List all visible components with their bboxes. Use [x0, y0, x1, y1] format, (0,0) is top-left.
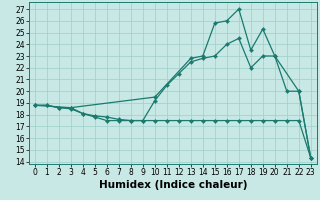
- X-axis label: Humidex (Indice chaleur): Humidex (Indice chaleur): [99, 180, 247, 190]
